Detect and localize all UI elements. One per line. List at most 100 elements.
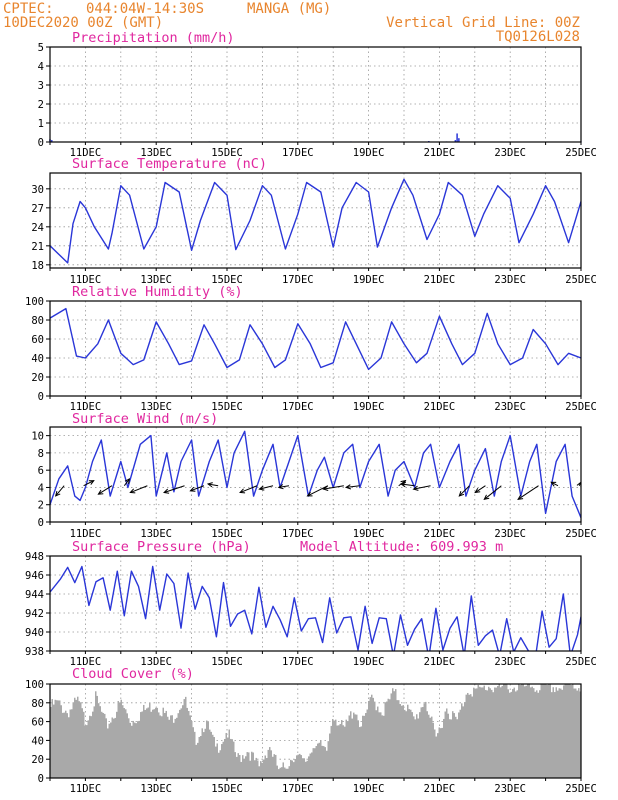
cloud-bar [495, 687, 497, 778]
x-tick-label: 11DEC [70, 147, 102, 159]
cloud-bar [89, 715, 91, 778]
x-tick-label: 11DEC [70, 783, 102, 795]
cloud-bar [195, 744, 197, 778]
cloud-bar [453, 713, 455, 778]
cloud-bar [215, 746, 217, 778]
cloud-bar [513, 687, 515, 778]
cloud-bar [501, 685, 503, 778]
cloud-bar [534, 691, 536, 778]
precip-title: Precipitation (mm/h) [72, 30, 235, 46]
cloud-bar [255, 757, 257, 778]
cloud-bar [315, 745, 317, 778]
x-tick-label: 19DEC [353, 528, 385, 540]
cloud-bar [446, 708, 448, 778]
y-tick-label: 2 [38, 99, 44, 111]
y-tick-label: 10 [31, 431, 44, 443]
x-tick-label: 21DEC [424, 783, 456, 795]
wind-vector [346, 485, 360, 488]
wind-vector-head [458, 491, 465, 497]
wind-vector [458, 485, 470, 497]
cloud-bar [398, 700, 400, 778]
wind-vector [484, 485, 502, 500]
cloud-bar [540, 684, 542, 778]
cloud-bar [395, 689, 397, 778]
cloud-bar [68, 717, 70, 778]
cloud-bar [494, 687, 496, 778]
cloud-bar [189, 715, 191, 778]
x-tick-label: 19DEC [353, 401, 385, 413]
wind-vector [98, 485, 113, 495]
cloud-bar [504, 684, 506, 778]
cloud-bar [329, 733, 331, 778]
header-grid-note: Vertical Grid Line: 00Z [386, 15, 580, 31]
cloud-bar [137, 721, 139, 778]
wind-vector-head [576, 481, 582, 488]
cloud-bar [260, 761, 262, 778]
cloud-bar [56, 700, 58, 778]
cloud-bar [465, 694, 467, 778]
cloud-bar [81, 708, 83, 778]
precip-bar [51, 140, 53, 142]
cloud-bar [206, 720, 208, 778]
cloud-bar [299, 753, 301, 778]
cloud-bar [402, 705, 404, 778]
cloud-bar [452, 711, 454, 778]
cloud-bar [57, 700, 59, 778]
y-tick-label: 40 [31, 353, 44, 365]
cloud-bar [290, 759, 292, 778]
y-tick-label: 8 [38, 448, 44, 460]
cloud-bar [422, 707, 424, 778]
cloud-bar [335, 719, 337, 778]
cloud-bar [546, 684, 548, 778]
cloud-bar [236, 756, 238, 778]
cloud-bar [525, 685, 527, 778]
cloud-bar [264, 755, 266, 778]
cloud-bar [524, 686, 526, 778]
cloud-bar [564, 684, 566, 778]
cloud-bar [321, 745, 323, 778]
cloud-bar [543, 684, 545, 778]
cloud-bar [138, 720, 140, 778]
header-code: TQ0126L028 [496, 29, 580, 45]
cloud-bar [233, 741, 235, 778]
cloud-bar [377, 706, 379, 778]
x-tick-label: 13DEC [140, 656, 172, 668]
cloud-bar [119, 702, 121, 778]
cloud-bar [515, 691, 517, 778]
header-station: MANGA (MG) [247, 1, 331, 17]
cloud-bar [449, 719, 451, 778]
cloud-bar [60, 705, 62, 778]
wind-vector-head [400, 479, 407, 486]
cloud-bar [509, 692, 511, 778]
cloud-bar [297, 754, 299, 778]
cloud-bar [179, 709, 181, 778]
cloud-bar [570, 684, 572, 778]
wind-vector-head [474, 487, 481, 494]
cloud-bar [204, 728, 206, 778]
temp-frame [49, 172, 582, 269]
cloud-bar [378, 712, 380, 778]
cloud-bar [194, 731, 196, 778]
cloud-bar [75, 699, 77, 778]
wind-vector-head [239, 488, 246, 494]
cloud-bar [212, 734, 214, 778]
cloud-bar [59, 700, 61, 778]
cloud-bar [213, 737, 215, 778]
cloud-bar [432, 722, 434, 778]
cloud-bar [54, 699, 56, 778]
y-tick-label: 27 [31, 203, 44, 215]
cloud-bar [312, 748, 314, 778]
cloud-bar [207, 721, 209, 778]
y-tick-label: 21 [31, 241, 44, 253]
x-tick-label: 13DEC [140, 528, 172, 540]
cloud-bar [71, 709, 73, 778]
cloud-bar [152, 709, 154, 778]
cloud-bar [384, 702, 386, 778]
cloud-bar [506, 684, 508, 778]
cloud-bar [410, 709, 412, 778]
cloud-bar [78, 701, 80, 778]
cloud-frame [49, 683, 582, 779]
cloud-bar [162, 707, 164, 778]
x-tick-label: 23DEC [494, 656, 526, 668]
cloud-bar [369, 697, 371, 778]
